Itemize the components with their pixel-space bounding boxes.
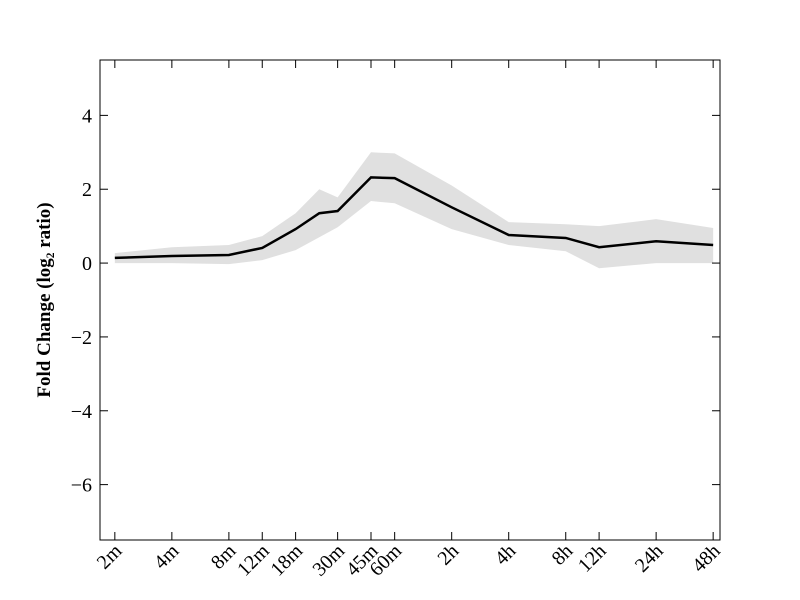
x-tick-label: 30m (308, 540, 349, 581)
x-tick-label: 48h (688, 540, 725, 577)
y-tick-label: −6 (71, 475, 92, 497)
x-tick-label: 12h (574, 540, 611, 577)
y-tick-label: 2 (82, 179, 92, 201)
x-tick-label: 2m (93, 540, 127, 574)
x-tick-label: 24h (631, 540, 668, 577)
y-axis-label: Fold Change (log₂ ratio) (34, 202, 55, 397)
x-tick-label: 8h (548, 540, 578, 570)
y-tick-label: 0 (82, 253, 92, 275)
x-tick-label: 4m (150, 540, 184, 574)
x-tick-label: 2h (434, 540, 464, 570)
y-tick-label: −4 (71, 401, 92, 423)
y-tick-label: 4 (82, 105, 92, 127)
x-tick-label: 12m (233, 540, 274, 581)
confidence-band (114, 152, 714, 269)
x-tick-label: 4h (491, 540, 521, 570)
x-tick-label: 18m (266, 540, 307, 581)
data-line (114, 176, 714, 260)
plot-frame (99, 59, 721, 541)
y-tick-label: −2 (71, 327, 92, 349)
